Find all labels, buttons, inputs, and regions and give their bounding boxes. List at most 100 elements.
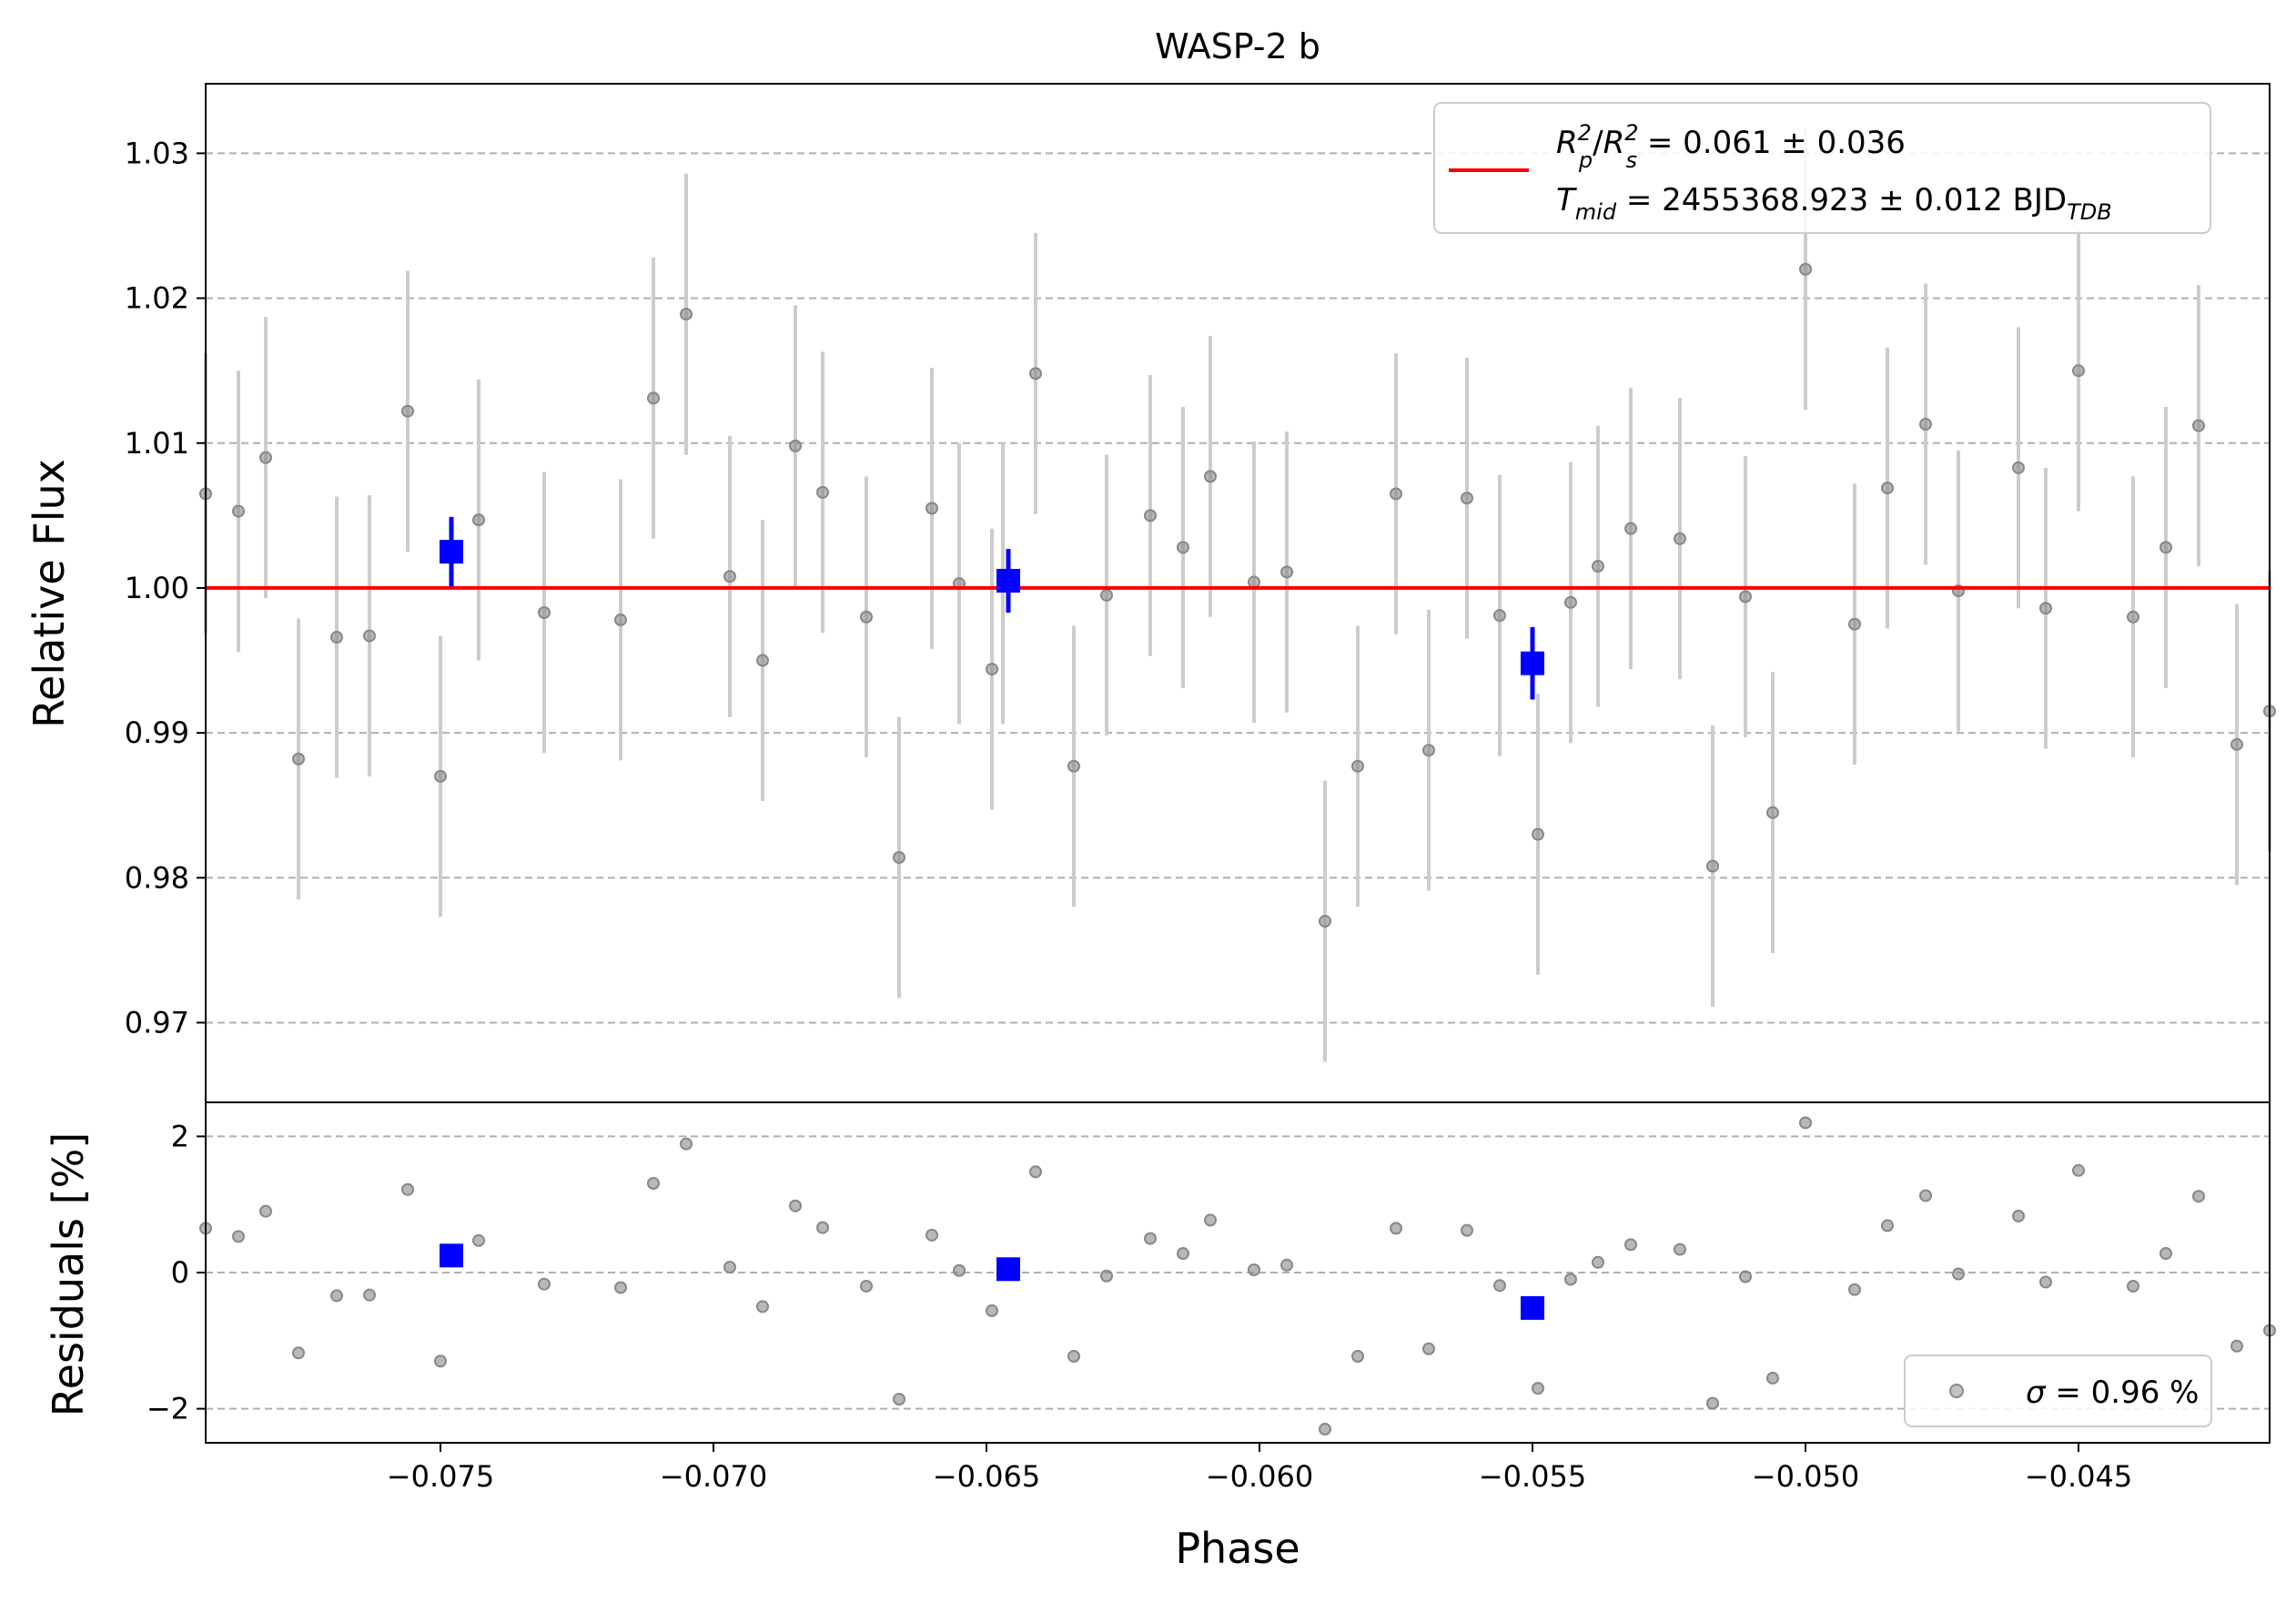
residual-point bbox=[986, 1304, 998, 1317]
flux-point bbox=[1067, 759, 1080, 773]
flux-point bbox=[1177, 541, 1189, 554]
residual-binned-point bbox=[996, 1257, 1020, 1282]
flux-point bbox=[2039, 602, 2052, 615]
flux-point bbox=[1739, 590, 1752, 604]
residual-point bbox=[1881, 1219, 1894, 1233]
flux-binned-point bbox=[1521, 651, 1544, 675]
flux-y-tick-label: 1.02 bbox=[125, 281, 189, 316]
flux-point bbox=[1493, 609, 1506, 623]
residual-point bbox=[816, 1221, 829, 1234]
residual-point bbox=[1248, 1263, 1260, 1277]
residual-point bbox=[1493, 1279, 1506, 1293]
residual-point bbox=[401, 1182, 414, 1196]
residual-point bbox=[1674, 1243, 1686, 1256]
residuals-y-axis-label: Residuals [%] bbox=[44, 1132, 93, 1416]
flux-point bbox=[860, 610, 873, 624]
residual-point bbox=[259, 1204, 272, 1218]
residuals-y-tick-label: 2 bbox=[171, 1119, 189, 1153]
residual-point bbox=[2127, 1279, 2139, 1293]
phase-x-axis-label: Phase bbox=[1175, 1524, 1300, 1573]
flux-y-tick-label: 0.99 bbox=[125, 715, 189, 750]
residual-point bbox=[1280, 1258, 1293, 1272]
residual-point bbox=[1204, 1213, 1217, 1227]
residual-point bbox=[330, 1289, 343, 1303]
flux-point bbox=[1848, 617, 1861, 631]
flux-point bbox=[1674, 532, 1686, 545]
phase-x-tick-label: −0.060 bbox=[1206, 1459, 1313, 1494]
flux-point bbox=[1592, 560, 1604, 573]
residual-point bbox=[953, 1263, 966, 1277]
residual-point bbox=[434, 1354, 447, 1368]
flux-y-tick-label: 0.98 bbox=[125, 860, 189, 895]
residual-point bbox=[1952, 1267, 1965, 1281]
mid-transit-entry: Tmid = 2455368.923 ± 0.012 BJDTDB bbox=[1556, 182, 2112, 225]
flux-binned-point bbox=[996, 568, 1020, 593]
residual-point bbox=[647, 1177, 660, 1191]
flux-point bbox=[330, 631, 343, 644]
phase-x-tick-label: −0.075 bbox=[387, 1459, 494, 1494]
flux-point bbox=[816, 485, 829, 499]
residual-point bbox=[292, 1346, 305, 1360]
flux-point bbox=[1706, 859, 1719, 873]
residual-point bbox=[1799, 1116, 1812, 1130]
residual-point bbox=[1739, 1270, 1752, 1283]
flux-point bbox=[1029, 367, 1042, 380]
flux-point bbox=[1319, 915, 1331, 928]
sigma-entry: σ = 0.96 % bbox=[2026, 1375, 2199, 1411]
flux-y-tick-label: 1.01 bbox=[125, 426, 189, 461]
residual-point bbox=[363, 1288, 376, 1302]
flux-y-tick-label: 0.97 bbox=[125, 1005, 189, 1040]
flux-point bbox=[1766, 806, 1779, 819]
flux-point bbox=[789, 439, 802, 452]
flux-point bbox=[647, 391, 660, 405]
flux-points bbox=[199, 262, 2276, 928]
flux-point bbox=[2072, 364, 2085, 378]
residual-points bbox=[199, 1116, 2276, 1436]
flux-point bbox=[259, 451, 272, 464]
flux-point bbox=[434, 769, 447, 783]
residual-point bbox=[1390, 1222, 1402, 1235]
flux-legend-box bbox=[1433, 102, 2211, 234]
residuals-legend-box bbox=[1904, 1354, 2212, 1427]
phase-x-tick-label: −0.055 bbox=[1479, 1459, 1586, 1494]
flux-point bbox=[292, 752, 305, 766]
flux-point bbox=[1248, 575, 1260, 589]
residual-point bbox=[756, 1300, 769, 1314]
radius-ratio-entry: R2 p/R2 s = 0.061 ± 0.036 bbox=[1556, 120, 1906, 173]
flux-point bbox=[2012, 461, 2025, 474]
flux-point bbox=[1100, 588, 1113, 602]
chart-title: WASP-2 b bbox=[1155, 26, 1320, 66]
flux-point bbox=[986, 663, 998, 676]
phase-x-tick-label: −0.045 bbox=[2025, 1459, 2132, 1494]
residual-point bbox=[1177, 1247, 1189, 1261]
flux-y-axis-label: Relative Flux bbox=[25, 459, 74, 728]
flux-point bbox=[1564, 595, 1577, 609]
residual-point bbox=[472, 1233, 485, 1247]
residual-point bbox=[1532, 1382, 1544, 1395]
flux-point bbox=[401, 404, 414, 418]
phase-x-tick-label: −0.050 bbox=[1752, 1459, 1859, 1494]
flux-point bbox=[1919, 418, 1932, 431]
flux-point bbox=[756, 654, 769, 667]
residual-point bbox=[789, 1199, 802, 1212]
flux-point bbox=[1144, 509, 1157, 522]
residual-point bbox=[1766, 1371, 1779, 1385]
flux-panel: 0.97 0.98 0.99 1.00 1.01 1.02 1.03 bbox=[125, 83, 2276, 1103]
residual-point bbox=[1461, 1223, 1473, 1237]
flux-binned-points bbox=[440, 516, 1544, 700]
residual-point bbox=[232, 1230, 245, 1243]
flux-point bbox=[925, 502, 938, 515]
flux-point bbox=[614, 613, 627, 626]
residual-point bbox=[1144, 1232, 1157, 1245]
residual-point bbox=[2072, 1163, 2085, 1177]
residual-point bbox=[1029, 1165, 1042, 1179]
residual-point bbox=[1351, 1350, 1364, 1364]
residual-point bbox=[2159, 1247, 2172, 1261]
residuals-legend-marker bbox=[1949, 1384, 1964, 1398]
flux-point bbox=[1799, 262, 1812, 276]
flux-point bbox=[1461, 492, 1473, 505]
residual-binned-point bbox=[440, 1243, 463, 1268]
flux-point bbox=[1351, 759, 1364, 773]
